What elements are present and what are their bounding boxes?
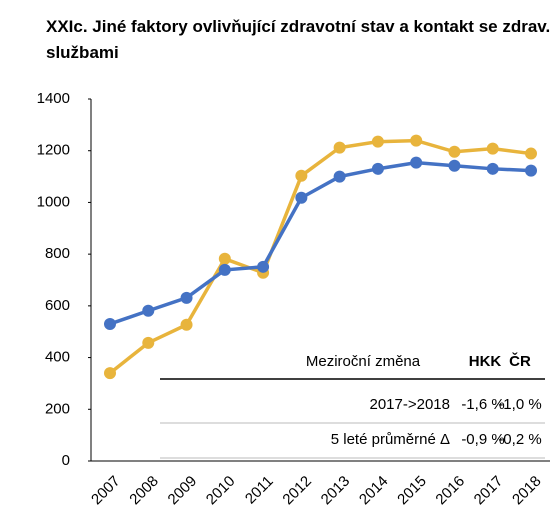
y-tick-label: 600 bbox=[45, 297, 70, 314]
data-point bbox=[218, 252, 231, 265]
data-point bbox=[486, 142, 499, 155]
x-tick-label: 2011 bbox=[242, 473, 277, 508]
data-point bbox=[180, 318, 193, 331]
data-point bbox=[295, 169, 308, 182]
x-tick-label: 2007 bbox=[88, 473, 124, 509]
series-line bbox=[109, 160, 532, 326]
y-tick-label: 1400 bbox=[37, 90, 70, 107]
table-cell: -0,2 % bbox=[498, 431, 541, 448]
y-tick-label: 1200 bbox=[37, 142, 70, 159]
table-cell: -0,9 % bbox=[461, 431, 504, 448]
x-tick-label: 2018 bbox=[509, 473, 545, 509]
data-point bbox=[257, 260, 270, 273]
data-point bbox=[371, 162, 384, 175]
data-point bbox=[333, 170, 346, 183]
data-point bbox=[371, 135, 384, 148]
data-point bbox=[410, 134, 423, 147]
data-point bbox=[180, 291, 193, 304]
series-line bbox=[108, 138, 532, 375]
table-header: ČR bbox=[509, 352, 531, 370]
table-cell: -1,0 % bbox=[498, 396, 541, 413]
data-point bbox=[410, 156, 423, 169]
y-tick-label: 800 bbox=[45, 245, 70, 262]
x-tick-label: 2009 bbox=[165, 473, 201, 509]
data-point bbox=[104, 367, 116, 380]
data-point bbox=[525, 147, 537, 160]
y-tick-label: 400 bbox=[45, 349, 70, 366]
data-point bbox=[448, 145, 461, 158]
x-tick-label: 2008 bbox=[126, 473, 162, 509]
data-point bbox=[104, 317, 116, 330]
y-tick-label: 1000 bbox=[37, 193, 70, 210]
x-tick-label: 2017 bbox=[471, 473, 507, 509]
data-point bbox=[142, 304, 155, 317]
table-cell: -1,6 % bbox=[461, 396, 504, 413]
chart-title: XXIc. Jiné faktory ovlivňující zdravotní… bbox=[46, 17, 551, 62]
x-tick-label: 2010 bbox=[203, 473, 239, 509]
table-header: Meziroční změna bbox=[306, 353, 421, 370]
data-point bbox=[333, 141, 346, 154]
x-tick-label: 2012 bbox=[279, 473, 315, 509]
table-cell: 5 leté průměrné Δ bbox=[331, 431, 450, 448]
data-point bbox=[218, 263, 231, 276]
data-point bbox=[142, 336, 155, 349]
data-point bbox=[525, 164, 537, 177]
x-tick-label: 2013 bbox=[318, 473, 354, 509]
x-tick-label: 2014 bbox=[356, 473, 392, 509]
data-point bbox=[295, 191, 308, 204]
data-point bbox=[486, 162, 499, 175]
table-header: HKK bbox=[469, 353, 502, 370]
y-tick-label: 0 bbox=[62, 452, 70, 469]
x-tick-label: 2015 bbox=[394, 473, 430, 509]
y-tick-label: 200 bbox=[45, 400, 70, 417]
x-tick-label: 2016 bbox=[432, 473, 468, 509]
table-cell: 2017->2018 bbox=[370, 396, 451, 413]
data-point bbox=[448, 159, 461, 172]
